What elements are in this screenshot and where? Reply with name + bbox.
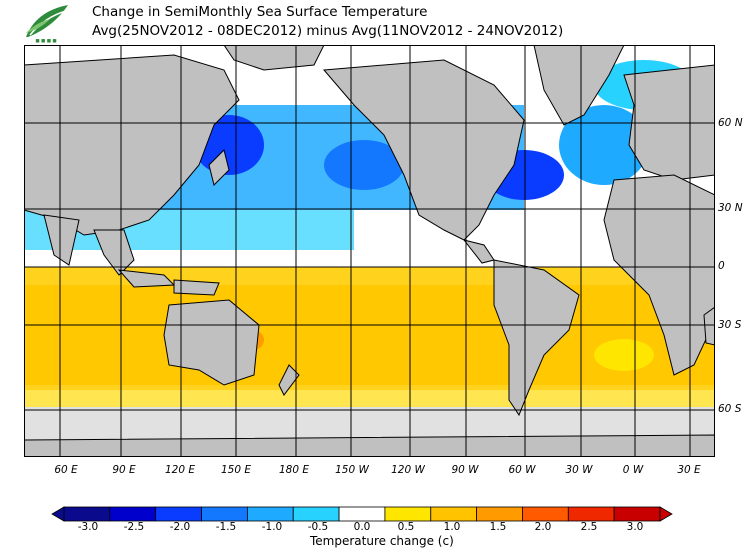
colorbar-tick: -3.0: [77, 521, 99, 533]
map-title: Change in SemiMonthly Sea Surface Temper…: [92, 4, 428, 20]
colorbar-arrow-high: [659, 506, 673, 522]
agency-logo: ■ ■ ■ ■: [26, 5, 68, 43]
lat-label-30s: 30 S: [718, 319, 742, 331]
lon-label: 30 W: [565, 464, 593, 476]
colorbar-tick: -1.0: [261, 521, 283, 533]
lat-label-30n: 30 N: [718, 202, 743, 214]
colorbar-tick: 2.5: [580, 521, 598, 533]
lat-label-60s: 60 S: [718, 403, 742, 415]
lon-label: 150 E: [220, 464, 252, 476]
svg-text:■ ■ ■ ■: ■ ■ ■ ■: [35, 39, 56, 43]
colorbar-swatch: [522, 506, 569, 522]
colorbar-arrow-low: [51, 506, 65, 522]
colorbar-tick: -0.5: [307, 521, 329, 533]
colorbar-swatch: [292, 506, 340, 522]
colorbar-tick: 2.0: [534, 521, 552, 533]
colorbar-title: Temperature change (c): [310, 534, 454, 548]
colorbar-swatch: [338, 506, 386, 522]
colorbar-tick: 1.0: [443, 521, 461, 533]
lon-label: 90 W: [451, 464, 479, 476]
colorbar-swatch: [109, 506, 157, 522]
colorbar-tick: 1.5: [489, 521, 507, 533]
lon-label: 60 W: [508, 464, 536, 476]
colorbar-tick: -2.0: [169, 521, 191, 533]
lon-label: 90 E: [112, 464, 136, 476]
lat-label-60n: 60 N: [718, 117, 743, 129]
lat-label-equator: 0: [718, 260, 725, 272]
colorbar-swatch: [384, 506, 432, 522]
colorbar-swatch: [246, 506, 294, 522]
colorbar-swatch: [613, 506, 661, 522]
colorbar-swatch: [567, 506, 615, 522]
colorbar-tick: -2.5: [123, 521, 145, 533]
lon-label: 60 E: [54, 464, 78, 476]
sst-change-map: [24, 45, 715, 457]
colorbar-swatch: [155, 506, 202, 522]
map-subtitle: Avg(25NOV2012 - 08DEC2012) minus Avg(11N…: [92, 23, 564, 39]
colorbar-swatch: [63, 506, 111, 522]
colorbar-swatch: [430, 506, 478, 522]
lon-label: 150 W: [335, 464, 369, 476]
lon-label: 0 W: [622, 464, 644, 476]
lon-label: 180 E: [278, 464, 310, 476]
colorbar-tick: -1.5: [215, 521, 237, 533]
colorbar-swatch: [201, 506, 248, 522]
colorbar: [51, 506, 673, 522]
lon-label: 30 E: [677, 464, 701, 476]
lon-label: 120 E: [164, 464, 196, 476]
colorbar-tick: 3.0: [626, 521, 644, 533]
colorbar-tick: 0.0: [353, 521, 371, 533]
colorbar-swatch: [476, 506, 523, 522]
colorbar-tick: 0.5: [397, 521, 415, 533]
lon-label: 120 W: [391, 464, 425, 476]
